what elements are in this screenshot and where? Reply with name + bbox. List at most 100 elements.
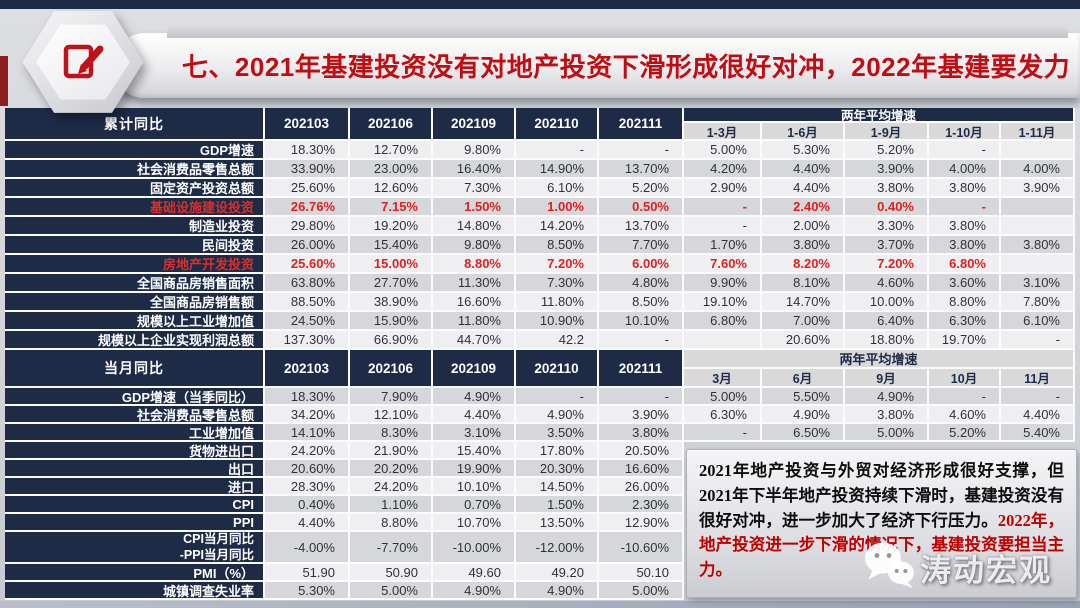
value-cell: 29.80% [265,217,350,236]
avg-value-cell: 3.80% [929,236,1001,255]
value-cell: 15.00% [350,255,433,274]
avg-value-cell: 19.70% [929,331,1001,350]
value-cell: 2.30% [599,496,684,514]
avg-value-cell: 4.90% [762,406,845,424]
avg-value-cell [1001,141,1075,160]
avg-header: 两年平均增速 [684,108,1075,123]
table-row: GDP增速 18.30% 12.70% 9.80% - -5.00% 5.30% 5.20% - [5,141,1075,160]
header-row: 累计同比 202103 202106 202109 202110 202111 两年平均增速… [5,108,1075,141]
column-header: 202106 [350,108,433,141]
value-cell: 20.30% [516,460,599,478]
value-cell: 14.90% [516,160,599,179]
avg-value-cell: 5.00% [845,424,929,442]
avg-column-header: 1-11月 [1001,123,1075,141]
row-label: PPI [5,514,265,532]
avg-value-cell: - [929,388,1001,406]
row-label: CPI [5,496,265,514]
table-row: 全国商品房销售额 88.50% 38.90% 16.60% 11.80% 8.50% 19.… [5,293,1075,312]
avg-column-header: 6月 [762,369,845,388]
value-cell: 28.30% [265,478,350,496]
avg-value-cell: 3.80% [1001,236,1075,255]
title-banner: 七、2021年基建投资没有对地产投资下滑形成很好对冲，2022年基建要发力 [112,27,1080,98]
header-row: 当月同比 202103 202106 202109 202110 202111 两年平均增速… [5,350,1075,388]
value-cell: 5.00% [350,582,433,600]
avg-value-cell [1001,217,1075,236]
avg-value-cell: 7.00% [762,312,845,331]
table-row: 社会消费品零售总额 33.90% 23.00% 16.40% 14.90% 13.70% 4… [5,160,1075,179]
value-cell: 6.10% [516,179,599,198]
avg-header-block: 两年平均增速 3月 6月 9月 10月 11月 [684,350,1075,388]
row-label: 规模以上工业增加值 [5,312,265,331]
avg-value-cell: 2.90% [684,179,762,198]
value-cell: 11.80% [433,312,516,331]
value-cell: 42.2 [516,331,599,350]
value-cell: 49.20 [516,564,599,582]
value-cell: 50.10 [599,564,684,582]
column-header: 202106 [350,350,433,388]
value-cell: 6.00% [599,255,684,274]
value-cell: 10.10% [599,312,684,331]
table-row: 进口 28.30% 24.20% 10.10% 14.50% 26.00% [5,478,1075,496]
avg-value-cell: 6.30% [684,406,762,424]
avg-value-cell [1001,255,1075,274]
table-row: 制造业投资 29.80% 19.20% 14.80% 14.20% 13.70% -2.00… [5,217,1075,236]
value-cell: 20.60% [265,460,350,478]
value-cell: 15.40% [433,442,516,460]
value-cell: 14.10% [265,424,350,442]
value-cell: -4.00% [265,532,350,564]
avg-column-header: 1-9月 [845,123,929,141]
value-cell: 88.50% [265,293,350,312]
avg-value-cell: - [684,424,762,442]
avg-header-block: 两年平均增速 1-3月 1-6月 1-9月 1-10月 1-11月 [684,108,1075,141]
avg-value-cell: 6.80% [684,312,762,331]
avg-value-cell: 3.90% [845,160,929,179]
column-header: 202109 [433,350,516,388]
value-cell: 26.76% [265,198,350,217]
column-header: 202103 [265,108,350,141]
value-cell: 5.30% [265,582,350,600]
table-row: CPI 0.40% 1.10% 0.70% 1.50% 2.30% [5,496,1075,514]
avg-value-cell [684,331,762,350]
value-cell: 8.50% [516,236,599,255]
value-cell: 24.20% [350,478,433,496]
avg-header: 两年平均增速 [684,350,1075,369]
value-cell: 26.00% [599,478,684,496]
avg-value-cell: - [684,217,762,236]
value-cell: 8.80% [433,255,516,274]
row-label: 城镇调查失业率 [5,582,265,600]
avg-value-cell: 4.90% [845,388,929,406]
avg-value-cell: 3.80% [762,236,845,255]
avg-value-cell: 6.50% [762,424,845,442]
avg-value-cell: 4.60% [929,406,1001,424]
value-cell: 19.20% [350,217,433,236]
value-cell: 38.90% [350,293,433,312]
value-cell: 11.80% [516,293,599,312]
value-cell: 51.90 [265,564,350,582]
edit-document-icon [59,36,107,89]
bottom-border-strip [0,601,1080,608]
value-cell: 25.60% [265,179,350,198]
value-cell: 16.60% [433,293,516,312]
value-cell: 13.50% [516,514,599,532]
avg-value-cell: 5.00% [684,141,762,160]
value-cell: - [599,141,684,160]
avg-value-cell: 4.60% [845,274,929,293]
avg-value-cell: 7.20% [845,255,929,274]
value-cell: 20.20% [350,460,433,478]
value-cell: 3.80% [599,424,684,442]
commentary-text: 2021年地产投资与外贸对经济形成很好支撑，但2021年下半年地产投资持续下滑时… [699,461,1064,530]
value-cell: 9.80% [433,141,516,160]
avg-value-cell: 0.40% [845,198,929,217]
value-cell: 4.40% [433,406,516,424]
avg-value-cell: 2.00% [762,217,845,236]
row-label: 社会消费品零售总额 [5,160,265,179]
value-cell: 5.20% [599,179,684,198]
value-cell: 1.50% [433,198,516,217]
avg-value-cell: 5.40% [1001,424,1075,442]
avg-value-cell: 14.70% [762,293,845,312]
avg-column-header: 1-6月 [762,123,845,141]
value-cell: - [516,141,599,160]
avg-value-cell: 18.80% [845,331,929,350]
value-cell: 14.80% [433,217,516,236]
table-row: 民间投资 26.00% 15.40% 9.80% 8.50% 7.70% 1.70% 3.80… [5,236,1075,255]
